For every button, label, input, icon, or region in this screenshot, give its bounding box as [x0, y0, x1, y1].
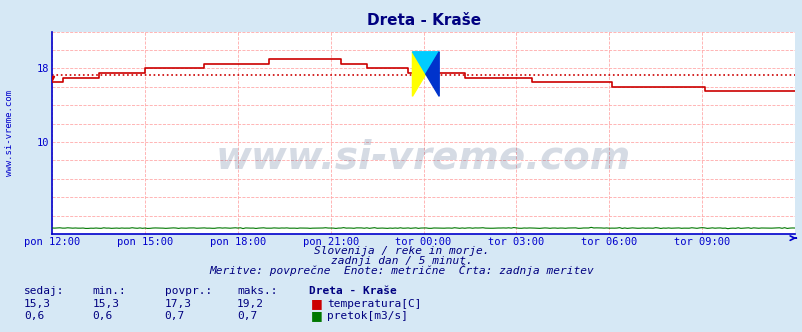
Text: 15,3: 15,3: [92, 299, 119, 309]
Polygon shape: [425, 52, 439, 96]
Text: ■: ■: [310, 309, 322, 322]
Text: 19,2: 19,2: [237, 299, 264, 309]
Text: 0,7: 0,7: [164, 311, 184, 321]
Text: povpr.:: povpr.:: [164, 286, 212, 296]
Text: sedaj:: sedaj:: [24, 286, 64, 296]
Text: min.:: min.:: [92, 286, 126, 296]
Text: Dreta - Kraše: Dreta - Kraše: [309, 286, 396, 296]
Text: 17,3: 17,3: [164, 299, 192, 309]
Text: maks.:: maks.:: [237, 286, 277, 296]
Title: Dreta - Kraše: Dreta - Kraše: [366, 13, 480, 28]
Polygon shape: [412, 52, 439, 74]
Text: ■: ■: [310, 297, 322, 310]
Text: zadnji dan / 5 minut.: zadnji dan / 5 minut.: [330, 256, 472, 266]
Text: 0,6: 0,6: [24, 311, 44, 321]
Text: www.si-vreme.com: www.si-vreme.com: [216, 138, 630, 176]
Text: pretok[m3/s]: pretok[m3/s]: [326, 311, 407, 321]
Text: www.si-vreme.com: www.si-vreme.com: [5, 90, 14, 176]
Text: 0,7: 0,7: [237, 311, 257, 321]
Text: Meritve: povprečne  Enote: metrične  Črta: zadnja meritev: Meritve: povprečne Enote: metrične Črta:…: [209, 264, 593, 276]
Polygon shape: [412, 52, 425, 96]
Text: Slovenija / reke in morje.: Slovenija / reke in morje.: [314, 246, 488, 256]
Text: 0,6: 0,6: [92, 311, 112, 321]
Text: 15,3: 15,3: [24, 299, 51, 309]
Text: temperatura[C]: temperatura[C]: [326, 299, 421, 309]
